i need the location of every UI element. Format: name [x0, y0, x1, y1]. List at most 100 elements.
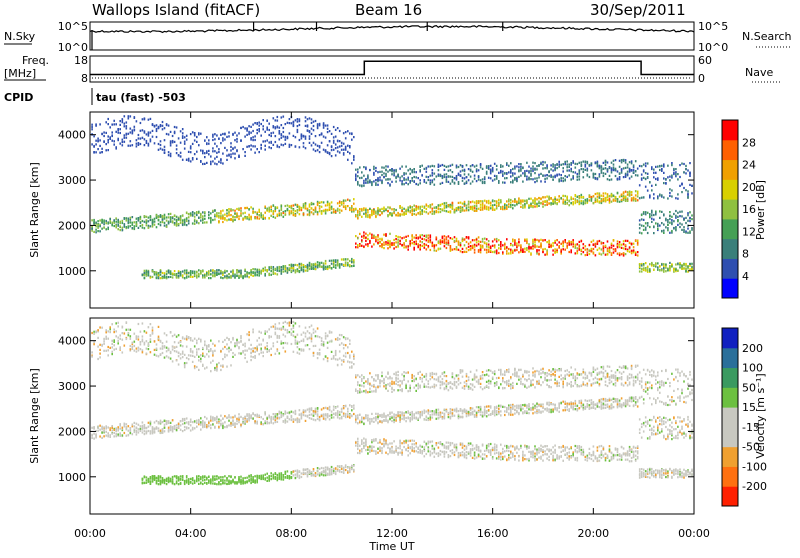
heat-cell: [417, 243, 419, 245]
heat-cell: [613, 252, 615, 254]
heat-cell: [152, 327, 154, 329]
heat-cell: [474, 251, 476, 253]
heat-cell: [178, 479, 180, 481]
heat-cell: [506, 177, 508, 179]
heat-cell: [500, 245, 502, 247]
heat-cell: [585, 164, 587, 166]
heat-cell: [343, 258, 345, 260]
heat-cell: [669, 222, 671, 224]
heat-cell: [158, 336, 160, 338]
heat-cell: [174, 215, 176, 217]
heat-cell: [148, 273, 150, 275]
heat-cell: [164, 222, 166, 224]
heat-cell: [216, 269, 218, 271]
heat-cell: [536, 203, 538, 205]
heat-cell: [597, 178, 599, 180]
heat-cell: [244, 212, 246, 214]
heat-cell: [605, 167, 607, 169]
heat-cell: [687, 169, 689, 171]
heat-cell: [663, 182, 665, 184]
heat-cell: [101, 133, 103, 135]
heat-cell: [91, 228, 93, 230]
heat-cell: [512, 252, 514, 254]
heat-cell: [468, 173, 470, 175]
heat-cell: [297, 206, 299, 208]
heat-cell: [216, 134, 218, 136]
heat-cell: [464, 238, 466, 240]
heat-cell: [343, 132, 345, 134]
heat-cell: [192, 222, 194, 224]
heat-cell: [585, 202, 587, 204]
heat-cell: [687, 196, 689, 198]
heat-cell: [162, 125, 164, 127]
heat-cell: [168, 356, 170, 358]
heat-cell: [583, 196, 585, 198]
heat-cell: [585, 254, 587, 256]
heat-cell: [138, 336, 140, 338]
heat-cell: [375, 167, 377, 169]
heat-cell: [174, 483, 176, 485]
heat-cell: [506, 162, 508, 164]
heat-cell: [365, 233, 367, 235]
heat-cell: [130, 335, 132, 337]
heat-cell: [532, 248, 534, 250]
heat-cell: [196, 271, 198, 273]
heat-cell: [122, 434, 124, 436]
heat-cell: [365, 243, 367, 245]
heat-cell: [343, 202, 345, 204]
heat-cell: [252, 124, 254, 126]
heat-cell: [637, 242, 639, 244]
heat-cell: [496, 168, 498, 170]
heat-cell: [613, 195, 615, 197]
heat-cell: [101, 327, 103, 329]
heat-cell: [107, 228, 109, 230]
heat-cell: [160, 215, 162, 217]
heat-cell: [190, 276, 192, 278]
heat-cell: [389, 169, 391, 171]
heat-cell: [434, 213, 436, 215]
heat-cell: [633, 172, 635, 174]
heat-cell: [273, 144, 275, 146]
heat-cell: [601, 165, 603, 167]
heat-cell: [319, 146, 321, 148]
heat-cell: [107, 135, 109, 137]
heat-cell: [581, 202, 583, 204]
heat-cell: [510, 202, 512, 204]
heat-cell: [468, 179, 470, 181]
heat-cell: [258, 274, 260, 276]
heat-cell: [283, 144, 285, 146]
heat-cell: [230, 218, 232, 220]
heat-cell: [164, 276, 166, 278]
heat-cell: [544, 204, 546, 206]
heat-cell: [134, 228, 136, 230]
heat-cell: [176, 351, 178, 353]
heat-cell: [260, 212, 262, 214]
heat-cell: [637, 193, 639, 195]
heat-cell: [675, 175, 677, 177]
heat-cell: [659, 169, 661, 171]
heat-cell: [504, 172, 506, 174]
heat-cell: [647, 222, 649, 224]
heat-cell: [252, 130, 254, 132]
heat-cell: [510, 169, 512, 171]
heat-cell: [440, 243, 442, 245]
heat-cell: [542, 167, 544, 169]
heat-cell: [238, 132, 240, 134]
heat-cell: [562, 170, 564, 172]
heat-cell: [454, 182, 456, 184]
heat-cell: [144, 132, 146, 134]
heat-cell: [353, 136, 355, 138]
heat-cell: [115, 433, 117, 435]
heat-cell: [679, 215, 681, 217]
heat-cell: [677, 224, 679, 226]
heat-cell: [240, 210, 242, 212]
heat-cell: [379, 214, 381, 216]
heat-cell: [97, 138, 99, 140]
heat-cell: [132, 132, 134, 134]
heat-cell: [103, 140, 105, 142]
heat-cell: [281, 137, 283, 139]
heat-cell: [397, 242, 399, 244]
heat-cell: [148, 227, 150, 229]
heat-cell: [691, 227, 693, 229]
heat-cell: [158, 355, 160, 357]
